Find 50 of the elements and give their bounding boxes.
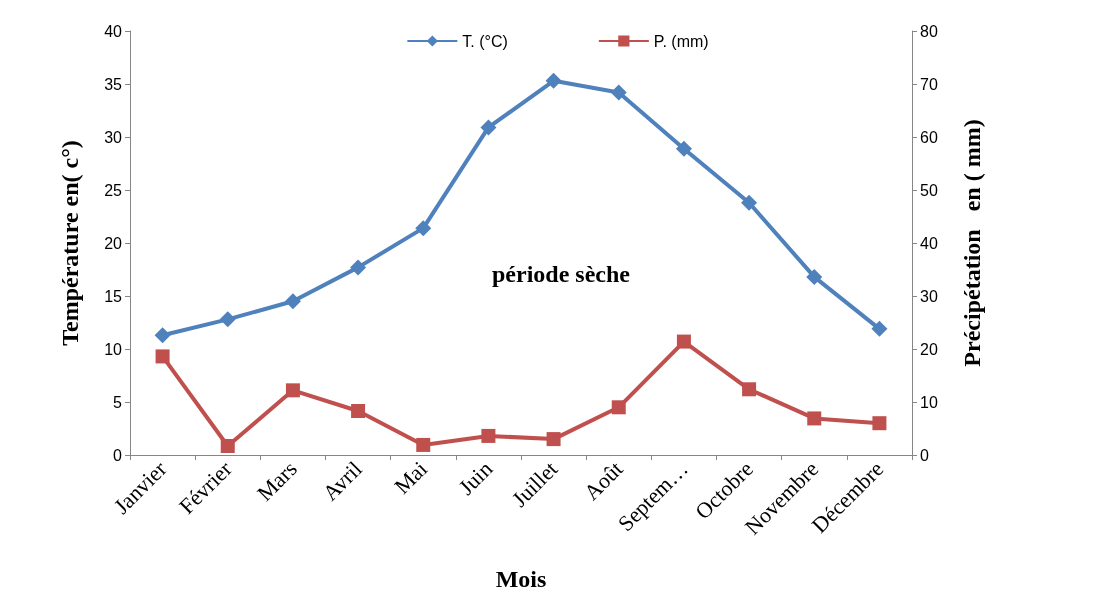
point (742, 382, 757, 397)
y-tick-label: 15 (104, 287, 123, 305)
point (285, 383, 300, 398)
point (350, 259, 367, 276)
y2-tick-label: 60 (920, 128, 938, 146)
y2-tick-label: 20 (920, 340, 938, 358)
point (155, 349, 170, 364)
point (219, 311, 236, 328)
point (806, 268, 823, 285)
annotation: période sèche (492, 261, 631, 287)
point (154, 327, 171, 344)
y2-tick-label: 40 (920, 234, 938, 252)
y2-tick-label: 10 (920, 393, 938, 411)
y-tick-label: 40 (104, 22, 123, 40)
x-tick-label: Juin (453, 456, 498, 500)
y2-tick-label: 0 (920, 446, 929, 464)
point (480, 119, 497, 136)
point (611, 400, 626, 415)
y2-tick-label: 70 (920, 75, 938, 93)
y-tick-label: 5 (113, 393, 123, 411)
point (220, 438, 235, 453)
point (351, 404, 366, 419)
point (807, 411, 822, 426)
y-tick-label: 35 (104, 75, 123, 93)
x-axis-title: Mois (495, 566, 547, 592)
legend-label: P. (mm) (653, 32, 709, 50)
point (545, 72, 562, 89)
y-tick-label: 30 (104, 128, 123, 146)
point (676, 334, 691, 349)
point (415, 220, 432, 237)
point (284, 293, 301, 310)
point (675, 140, 692, 157)
legend-label: T. (°C) (462, 32, 508, 50)
y2-tick-label: 80 (920, 22, 938, 40)
y-axis-title: Température en( c°) (57, 140, 83, 346)
y-tick-label: 20 (104, 234, 123, 252)
y2-axis-title: Précipétation en ( mm) (959, 119, 985, 367)
x-tick-label: Mai (389, 456, 433, 499)
point (416, 437, 431, 452)
y-tick-label: 10 (104, 340, 123, 358)
point (610, 84, 627, 101)
point (872, 416, 887, 431)
point (741, 194, 758, 211)
point (546, 432, 561, 447)
point (481, 428, 496, 443)
y2-tick-label: 50 (920, 181, 938, 199)
y-tick-label: 0 (113, 446, 123, 464)
y-tick-label: 25 (104, 181, 123, 199)
y2-tick-label: 30 (920, 287, 938, 305)
point (871, 320, 888, 337)
